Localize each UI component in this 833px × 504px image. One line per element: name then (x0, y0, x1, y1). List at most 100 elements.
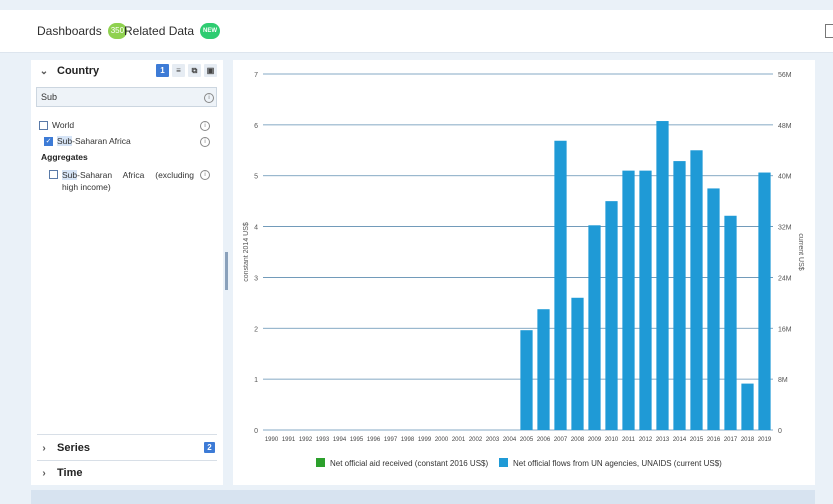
y-tick-label-left: 5 (254, 174, 258, 181)
bar (622, 170, 635, 430)
panel-resize-handle[interactable] (225, 252, 228, 290)
checkbox-ssa-excl-high-income[interactable] (49, 170, 58, 179)
y-tick-label-right: 0 (778, 428, 782, 435)
country-section-header[interactable]: ⌄ Country 1 ≡ ⧉ ▣ (31, 60, 223, 82)
list-item-label: Sub-Saharan Africa (excluding high incom… (62, 170, 194, 192)
y-tick-label-right: 40M (778, 174, 792, 181)
bar (639, 170, 652, 430)
bar (707, 188, 720, 430)
y-tick-label-left: 0 (254, 428, 258, 435)
bottom-scroll-strip (31, 490, 815, 504)
time-section-header[interactable]: › Time (31, 462, 223, 484)
x-tick-label: 2012 (639, 437, 653, 443)
tab-related-data[interactable]: Related Data NEW (124, 23, 221, 39)
bar (741, 383, 754, 430)
y-tick-label-left: 3 (254, 275, 258, 282)
list-item-world[interactable]: World (39, 120, 74, 130)
x-tick-label: 2004 (503, 437, 517, 443)
x-tick-label: 1992 (299, 437, 313, 443)
aggregates-heading: Aggregates (41, 152, 88, 162)
trash-icon[interactable]: ▣ (204, 64, 217, 77)
divider (37, 460, 217, 461)
legend-label: Net official aid received (constant 2016… (330, 459, 488, 468)
info-icon[interactable]: i (200, 137, 210, 147)
list-item-label: Sub-Saharan Africa (57, 136, 131, 146)
y-axis-label-left: constant 2014 US$ (243, 222, 250, 282)
series-section-title: Series (57, 442, 91, 454)
info-icon[interactable]: i (200, 170, 210, 180)
tab-dashboards-label: Dashboards (37, 24, 102, 38)
bar (690, 150, 703, 430)
legend-swatch (316, 458, 325, 467)
top-bar: Dashboards 350 Related Data NEW (0, 10, 833, 53)
x-tick-label: 1990 (265, 437, 279, 443)
x-tick-label: 1999 (418, 437, 432, 443)
x-tick-label: 2016 (707, 437, 721, 443)
y-tick-label-right: 24M (778, 275, 792, 282)
bar (758, 172, 771, 430)
x-tick-label: 1991 (282, 437, 296, 443)
bar (588, 225, 601, 430)
x-tick-label: 2011 (622, 437, 636, 443)
search-input-value: Sub (41, 92, 58, 102)
tab-dashboards[interactable]: Dashboards 350 (37, 23, 128, 39)
y-tick-label-right: 32M (778, 225, 792, 232)
checkbox-world[interactable] (39, 121, 48, 130)
x-tick-label: 2000 (435, 437, 449, 443)
x-tick-label: 2017 (724, 437, 738, 443)
x-tick-label: 2007 (554, 437, 568, 443)
bar (724, 215, 737, 430)
country-section-title: Country (57, 65, 100, 77)
y-tick-label-left: 1 (254, 377, 258, 384)
x-tick-label: 1996 (367, 437, 381, 443)
time-section-title: Time (57, 467, 83, 479)
search-info-icon[interactable]: i (204, 93, 214, 103)
bar (520, 330, 533, 430)
bar (656, 121, 669, 431)
y-tick-label-left: 6 (254, 123, 258, 130)
variables-panel: ⌄ Country 1 ≡ ⧉ ▣ Sub i World i ✓ Sub-Sa… (31, 60, 223, 485)
list-item-sub-saharan-africa[interactable]: ✓ Sub-Saharan Africa (44, 136, 131, 146)
y-tick-label-left: 7 (254, 72, 258, 79)
series-count-badge: 2 (204, 442, 215, 453)
x-tick-label: 1997 (384, 437, 398, 443)
bar (554, 140, 567, 430)
x-tick-label: 2018 (741, 437, 755, 443)
x-tick-label: 2010 (605, 437, 619, 443)
list-item-ssa-excl-high-income[interactable]: Sub-Saharan Africa (excluding high incom… (49, 169, 194, 193)
copy-icon[interactable]: ⧉ (188, 64, 201, 77)
filter-icon[interactable]: ≡ (172, 64, 185, 77)
y-tick-label-right: 8M (778, 377, 788, 384)
y-tick-label-left: 4 (254, 225, 258, 232)
y-tick-label-left: 2 (254, 326, 258, 333)
country-search-input[interactable]: Sub (36, 87, 217, 107)
x-tick-label: 1998 (401, 437, 415, 443)
panel-toggle-icon[interactable] (825, 24, 833, 38)
x-tick-label: 2001 (452, 437, 466, 443)
tab-related-data-label: Related Data (124, 24, 195, 38)
chevron-right-icon: › (42, 442, 46, 454)
x-tick-label: 2015 (690, 437, 704, 443)
x-tick-label: 1995 (350, 437, 364, 443)
series-section-header[interactable]: › Series 2 (31, 437, 223, 459)
bar (605, 201, 618, 430)
chevron-right-icon: › (42, 467, 46, 479)
divider (37, 434, 217, 435)
selected-count-badge: 1 (156, 64, 169, 77)
y-axis-label-right: current US$ (797, 233, 804, 270)
x-tick-label: 2002 (469, 437, 483, 443)
chart-panel: 0 1 2 3 4 5 6 7 0 8M 16M 24M 32M 40M 48M 56M constant 20… (233, 60, 815, 485)
bar (537, 309, 550, 430)
x-tick-label: 2009 (588, 437, 602, 443)
x-tick-label: 2008 (571, 437, 585, 443)
bar (673, 161, 686, 430)
new-badge: NEW (200, 23, 221, 39)
x-tick-label: 2013 (656, 437, 670, 443)
checkbox-sub-saharan-africa[interactable]: ✓ (44, 137, 53, 146)
chevron-down-icon: ⌄ (39, 65, 49, 77)
bar-chart: 0 1 2 3 4 5 6 7 0 8M 16M 24M 32M 40M 48M 56M constant 20… (243, 72, 804, 468)
y-tick-label-right: 16M (778, 326, 792, 333)
info-icon[interactable]: i (200, 121, 210, 131)
list-item-label: World (52, 120, 75, 130)
y-tick-label-right: 56M (778, 72, 792, 79)
